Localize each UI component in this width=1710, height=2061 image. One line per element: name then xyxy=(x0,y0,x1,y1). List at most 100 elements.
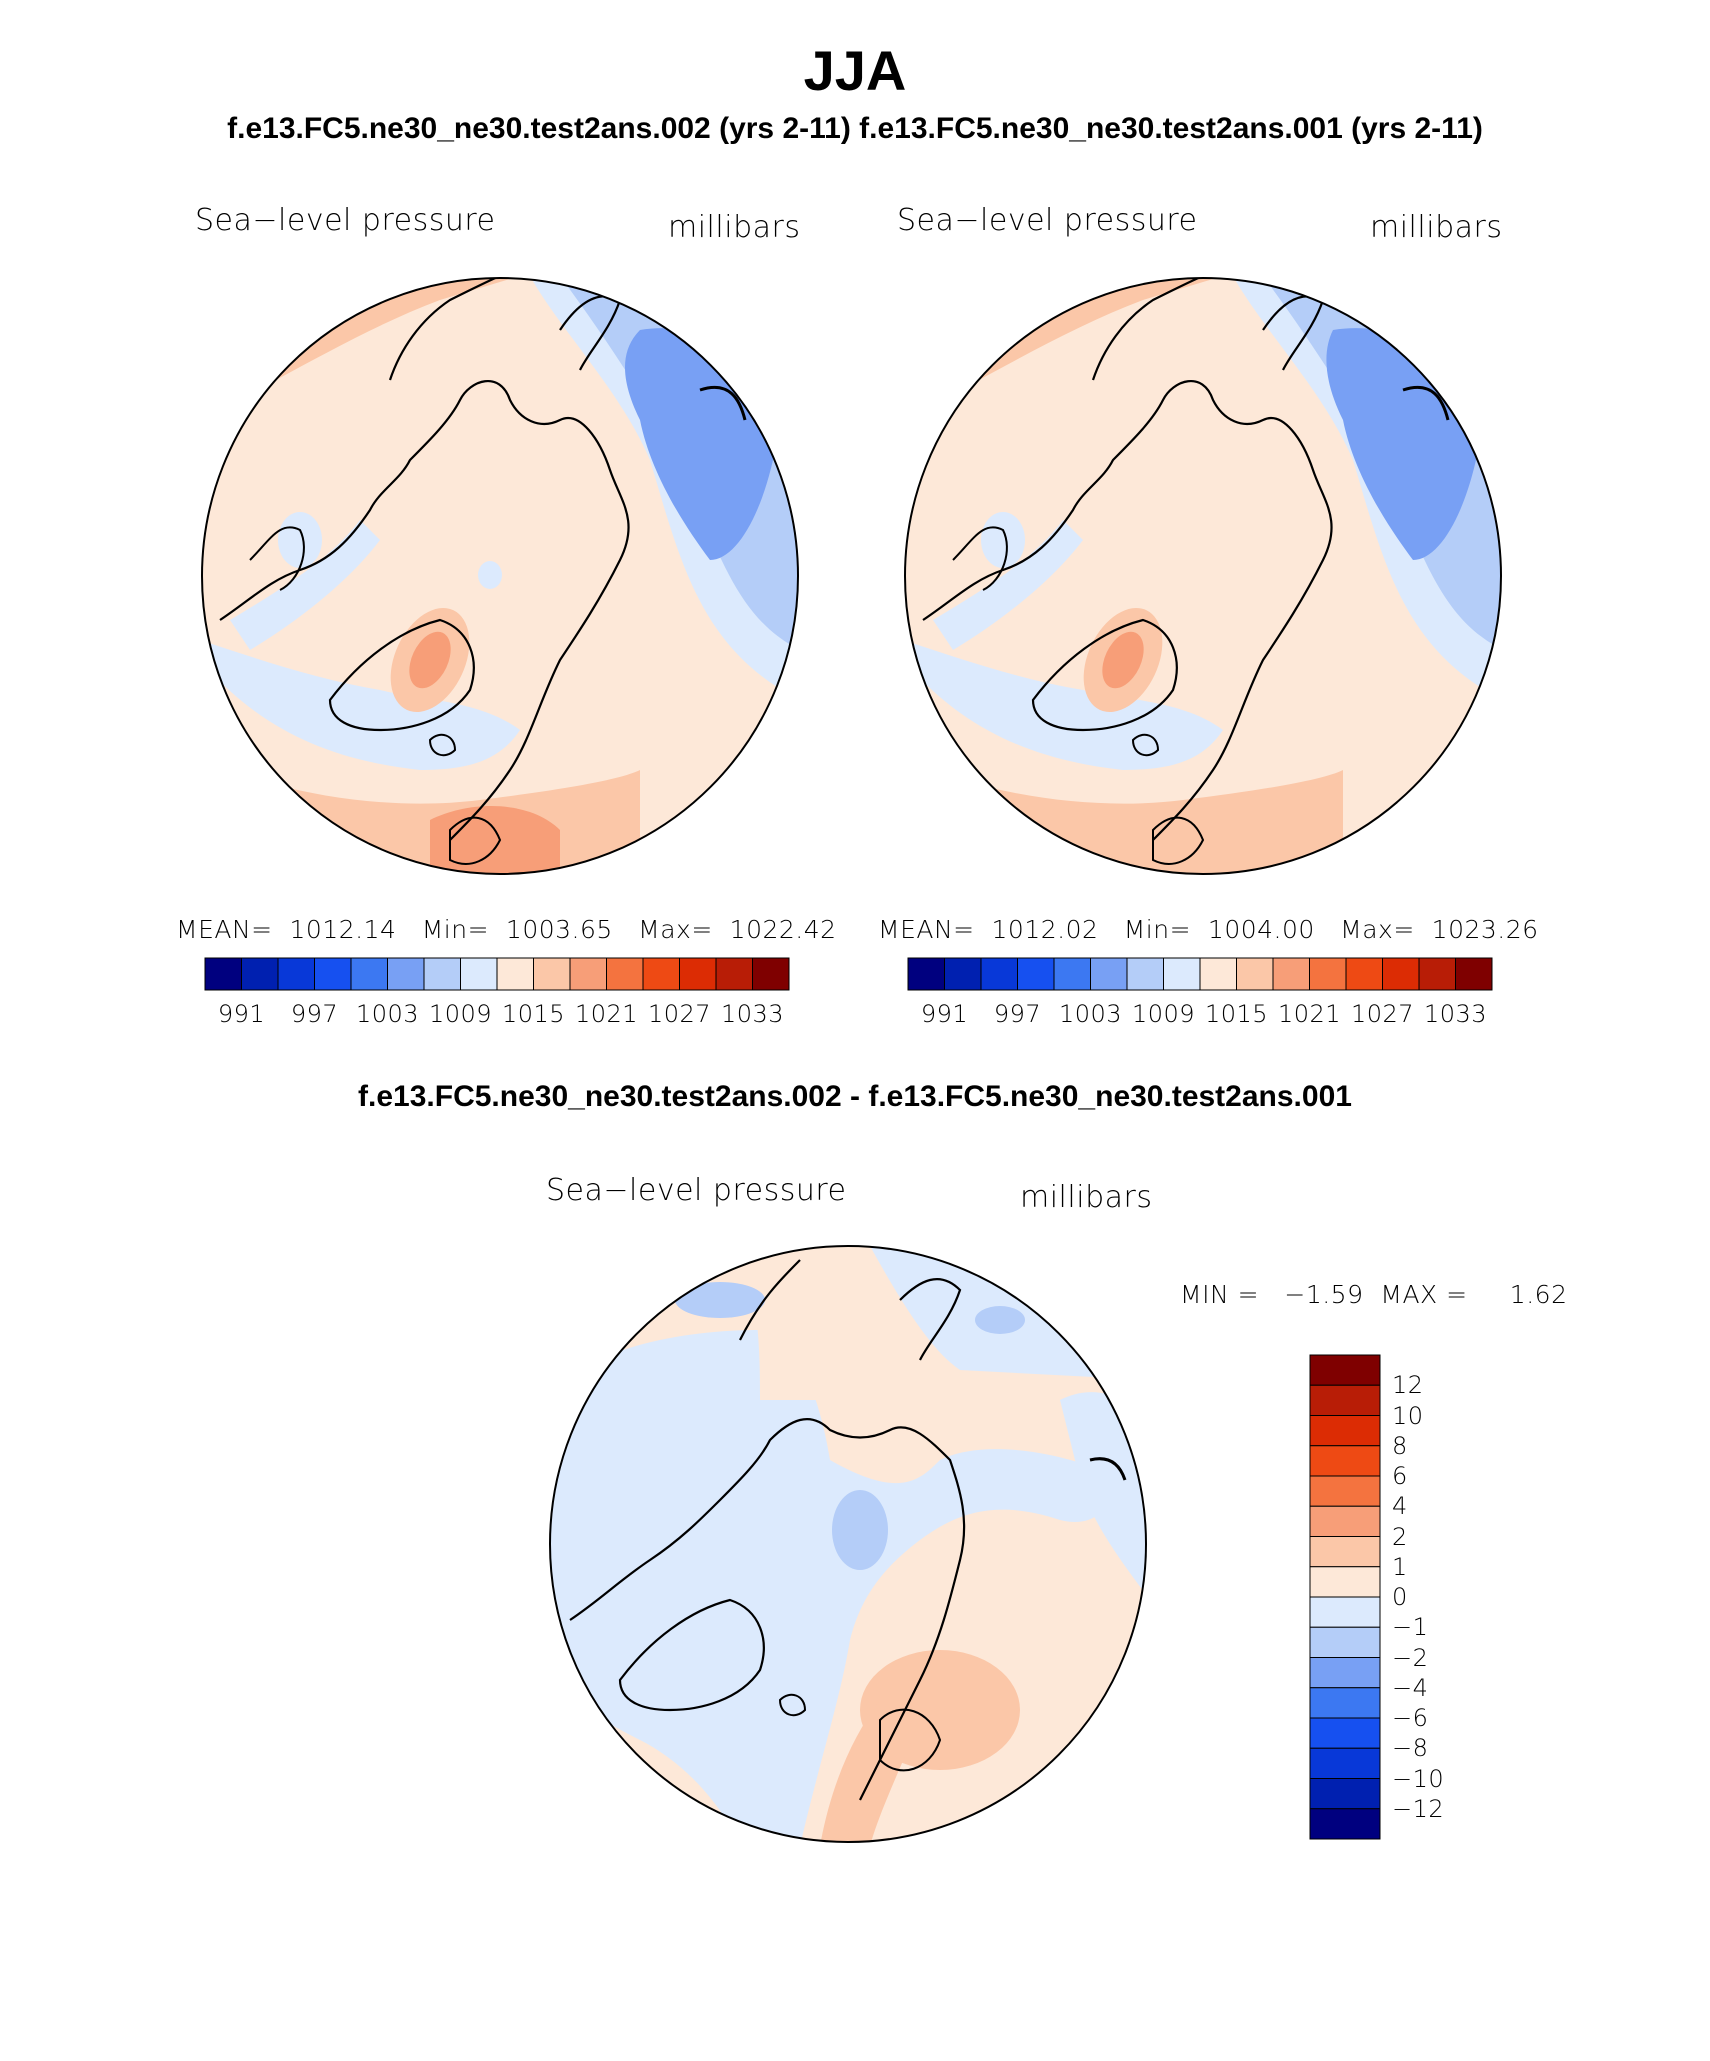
colorbar-tick-label: −2 xyxy=(1392,1643,1429,1672)
colorbar-swatch xyxy=(907,957,945,991)
colorbar-swatch xyxy=(1053,957,1091,991)
colorbar-swatch xyxy=(204,957,242,991)
colorbar-swatch xyxy=(1199,957,1237,991)
colorbar-swatch xyxy=(1309,1354,1381,1386)
colorbar-swatch xyxy=(1309,1747,1381,1779)
colorbar-tick-label: −6 xyxy=(1392,1704,1429,1732)
panel2-contours xyxy=(905,278,1501,874)
colorbar-tick-label: 1009 xyxy=(1131,1000,1196,1028)
colorbar-swatch xyxy=(533,957,571,991)
colorbar-swatch xyxy=(1455,957,1493,991)
colorbar-swatch xyxy=(642,957,680,991)
colorbar-tick-label: 4 xyxy=(1392,1492,1408,1521)
colorbar-tick-label: 991 xyxy=(920,1000,969,1028)
colorbar-tick-label: 10 xyxy=(1392,1401,1424,1430)
panel1-colorbar xyxy=(204,957,790,991)
colorbar-swatch xyxy=(277,957,315,991)
colorbar-tick-label: 1021 xyxy=(574,1000,639,1028)
panel2-variable-label: Sea−level pressure xyxy=(897,203,1198,238)
colorbar-swatch xyxy=(980,957,1018,991)
colorbar-swatch xyxy=(1309,1717,1381,1749)
colorbar-tick-label: −12 xyxy=(1392,1794,1445,1823)
colorbar-swatch xyxy=(1272,957,1310,991)
diff-contours xyxy=(550,1246,1146,1842)
colorbar-swatch xyxy=(1309,1687,1381,1719)
colorbar-swatch xyxy=(314,957,352,991)
colorbar-tick-label: 1003 xyxy=(1058,1000,1123,1028)
colorbar-tick-label: −4 xyxy=(1392,1673,1429,1702)
diff-minmax: MIN = −1.59 MAX = 1.62 xyxy=(1180,1280,1568,1309)
colorbar-tick-label: 1027 xyxy=(1350,1000,1415,1028)
colorbar-swatch xyxy=(1126,957,1164,991)
colorbar-swatch xyxy=(1309,1596,1381,1628)
colorbar-tick-label: 1003 xyxy=(355,1000,420,1028)
colorbar-tick-label: 8 xyxy=(1392,1431,1408,1460)
colorbar-swatch xyxy=(1017,957,1055,991)
colorbar-swatch xyxy=(1309,1566,1381,1598)
colorbar-swatch xyxy=(1309,1626,1381,1658)
colorbar-swatch xyxy=(1090,957,1128,991)
colorbar-tick-label: 1009 xyxy=(428,1000,493,1028)
colorbar-swatch xyxy=(1309,1808,1381,1840)
diff-colorbar-labels: 12 10 8 6 4 2 1 0 −1 −2 −4 −6 −8 −10 −12 xyxy=(1392,1355,1472,1839)
diff-variable-label: Sea−level pressure xyxy=(546,1173,847,1208)
colorbar-swatch xyxy=(1309,1505,1381,1537)
colorbar-tick-label: 997 xyxy=(993,1000,1042,1028)
colorbar-tick-label: 991 xyxy=(217,1000,266,1028)
colorbar-swatch xyxy=(1309,1657,1381,1689)
colorbar-swatch xyxy=(241,957,279,991)
colorbar-swatch xyxy=(1309,1384,1381,1416)
diff-units-label: millibars xyxy=(1020,1180,1153,1215)
colorbar-swatch xyxy=(1309,957,1347,991)
panel1-colorbar-labels: 991 997 1003 1009 1015 1021 1027 1033 xyxy=(205,1000,789,1030)
panel1-variable-label: Sea−level pressure xyxy=(195,203,496,238)
panel2-units-label: millibars xyxy=(1370,210,1503,245)
colorbar-swatch xyxy=(1309,1536,1381,1568)
case-title: f.e13.FC5.ne30_ne30.test2ans.002 (yrs 2-… xyxy=(227,112,1483,145)
difference-title: f.e13.FC5.ne30_ne30.test2ans.002 - f.e13… xyxy=(358,1080,1352,1113)
colorbar-tick-label: 1033 xyxy=(720,1000,785,1028)
panel2-colorbar xyxy=(907,957,1493,991)
panel2-colorbar-labels: 991 997 1003 1009 1015 1021 1027 1033 xyxy=(908,1000,1492,1030)
colorbar-swatch xyxy=(423,957,461,991)
colorbar-tick-label: −1 xyxy=(1392,1613,1429,1642)
colorbar-swatch xyxy=(460,957,498,991)
colorbar-tick-label: 6 xyxy=(1392,1462,1408,1490)
colorbar-tick-label: 12 xyxy=(1392,1371,1424,1400)
diff-colorbar xyxy=(1309,1354,1381,1840)
colorbar-swatch xyxy=(1309,1475,1381,1507)
colorbar-swatch xyxy=(496,957,534,991)
colorbar-swatch xyxy=(1236,957,1274,991)
colorbar-tick-label: −10 xyxy=(1392,1764,1445,1793)
panel1-stats: MEAN= 1012.14 Min= 1003.65 Max= 1022.42 xyxy=(176,915,837,944)
panel1-contours xyxy=(202,278,798,874)
colorbar-tick-label: 0 xyxy=(1392,1583,1408,1611)
colorbar-tick-label: 1015 xyxy=(1204,1000,1269,1028)
colorbar-tick-label: 2 xyxy=(1392,1522,1408,1551)
colorbar-swatch xyxy=(1382,957,1420,991)
colorbar-swatch xyxy=(1418,957,1456,991)
main-title: JJA xyxy=(803,39,907,102)
colorbar-swatch xyxy=(1309,1778,1381,1810)
colorbar-swatch xyxy=(1345,957,1383,991)
colorbar-swatch xyxy=(1163,957,1201,991)
colorbar-tick-label: 997 xyxy=(290,1000,339,1028)
colorbar-swatch xyxy=(350,957,388,991)
colorbar-tick-label: 1021 xyxy=(1277,1000,1342,1028)
colorbar-swatch xyxy=(944,957,982,991)
colorbar-tick-label: −8 xyxy=(1392,1734,1429,1763)
colorbar-swatch xyxy=(1309,1445,1381,1477)
panel1-units-label: millibars xyxy=(668,210,801,245)
colorbar-swatch xyxy=(1309,1415,1381,1447)
colorbar-tick-label: 1033 xyxy=(1423,1000,1488,1028)
colorbar-swatch xyxy=(387,957,425,991)
colorbar-swatch xyxy=(752,957,790,991)
colorbar-tick-label: 1 xyxy=(1392,1552,1408,1581)
colorbar-swatch xyxy=(606,957,644,991)
colorbar-swatch xyxy=(679,957,717,991)
colorbar-swatch xyxy=(715,957,753,991)
colorbar-tick-label: 1027 xyxy=(647,1000,712,1028)
panel2-stats: MEAN= 1012.02 Min= 1004.00 Max= 1023.26 xyxy=(878,915,1539,944)
colorbar-tick-label: 1015 xyxy=(501,1000,566,1028)
